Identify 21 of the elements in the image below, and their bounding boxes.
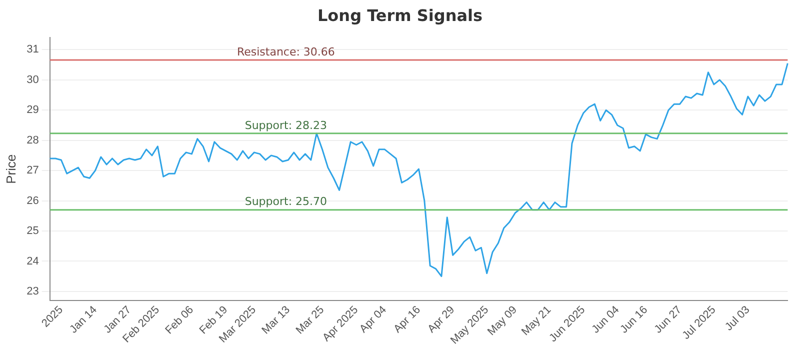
x-tick-label: Jan 14 (68, 304, 100, 336)
x-tick-label: Apr 16 (392, 304, 424, 336)
y-tick-label: 27 (26, 164, 39, 177)
x-tick-label: Feb 06 (163, 304, 196, 337)
x-tick-label: Jul 03 (722, 304, 752, 334)
ref-line-label: Resistance: 30.66 (236, 45, 335, 58)
y-axis-title: Price (3, 154, 18, 184)
y-tick-label: 28 (26, 134, 39, 146)
y-tick-label: 30 (26, 74, 39, 86)
ref-line-label: Support: 25.70 (244, 195, 328, 208)
y-tick-label: 29 (26, 104, 39, 116)
y-tick-label: 23 (26, 285, 39, 298)
x-tick-label: Mar 13 (260, 304, 292, 337)
y-tick-label: 25 (26, 225, 39, 238)
y-tick-label: 24 (26, 255, 39, 268)
y-tick-label: 31 (26, 44, 39, 56)
x-tick-label: Apr 04 (358, 304, 389, 336)
ref-line-label: Support: 28.23 (244, 118, 328, 132)
y-tick-label: 26 (26, 194, 39, 207)
x-tick-label: Jun 27 (652, 304, 684, 336)
chart-title: Long Term Signals (316, 5, 484, 27)
